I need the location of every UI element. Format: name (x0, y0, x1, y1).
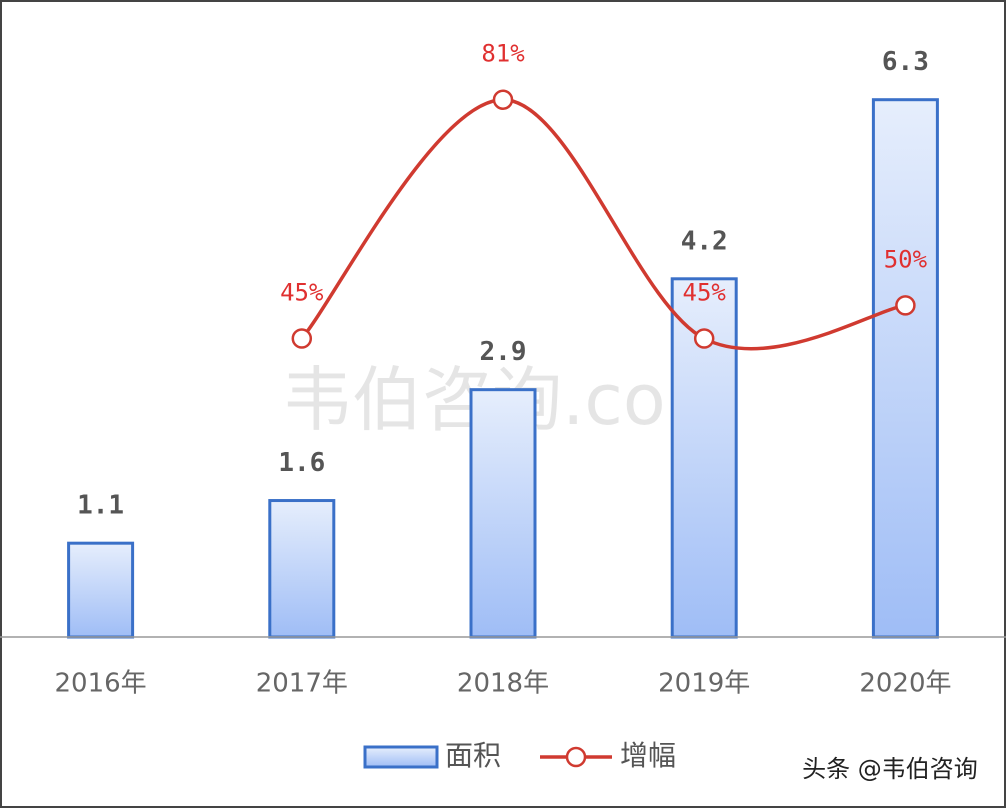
legend-swatch (363, 745, 439, 769)
bar-value-label: 2.9 (480, 337, 527, 367)
line (300, 97, 906, 351)
x-tick-label: 2017年 (256, 669, 348, 699)
bar (268, 499, 336, 639)
legend-swatch-marker (565, 746, 587, 768)
x-tick-label: 2016年 (55, 669, 147, 699)
source-label: 头条 @韦伯咨询 (802, 755, 978, 783)
line-value-label: 50% (884, 245, 928, 273)
line-marker (895, 295, 916, 316)
line-marker (291, 328, 313, 349)
bar-value-label: 6.3 (882, 47, 929, 77)
bar-value-label: 1.6 (278, 448, 325, 478)
line-marker (492, 89, 514, 110)
bar-value-label: 4.2 (681, 226, 728, 256)
x-tick-label: 2020年 (859, 669, 951, 699)
x-tick-label: 2018年 (457, 669, 549, 699)
line-value-label: 81% (481, 40, 525, 68)
bar-value-label: 1.1 (77, 491, 124, 521)
bar (67, 541, 135, 639)
legend-label: 增幅 (620, 739, 676, 772)
bar (871, 98, 939, 639)
line-value-label: 45% (683, 279, 727, 307)
bar (469, 388, 537, 639)
line-marker (693, 328, 715, 349)
line-value-label: 45% (280, 279, 324, 307)
x-tick-label: 2019年 (658, 669, 750, 699)
legend-label: 面积 (445, 739, 501, 772)
